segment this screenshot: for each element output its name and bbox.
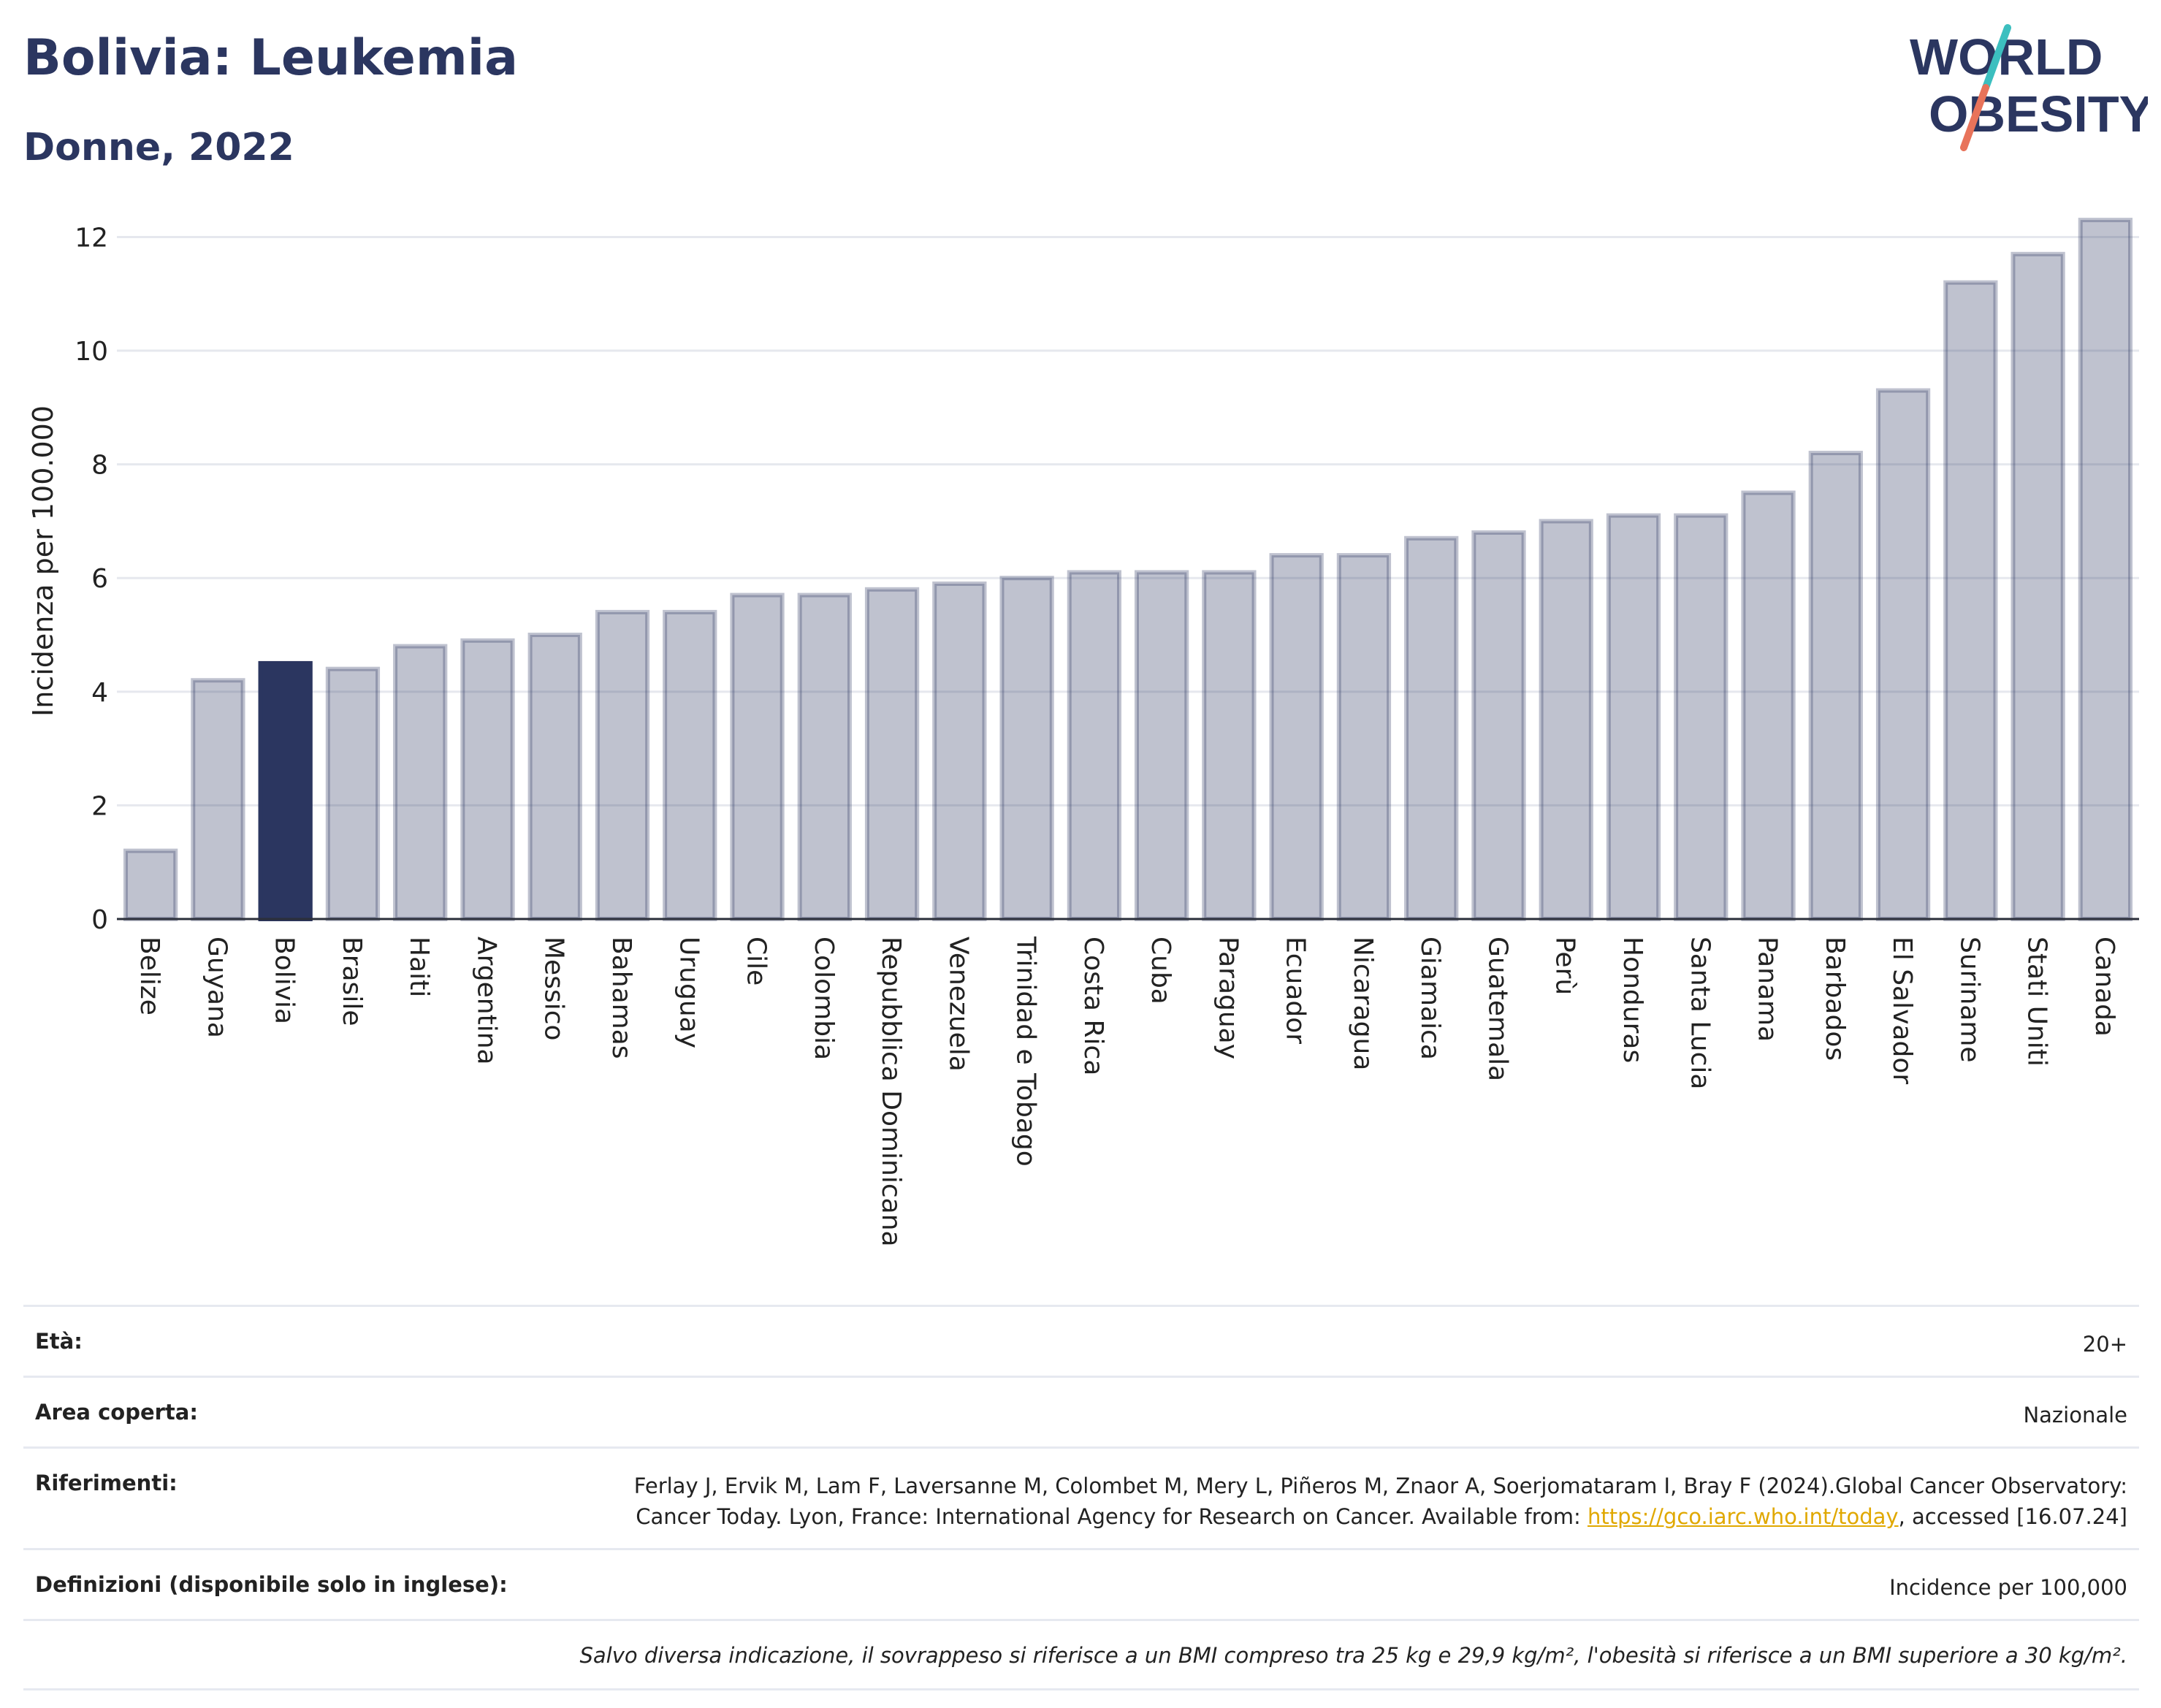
x-tick-label: Guyana bbox=[202, 937, 232, 1038]
x-tick-label: Venezuela bbox=[943, 937, 973, 1072]
y-axis-label: Incidenza per 100.000 bbox=[27, 405, 59, 717]
references-label: Riferimenti: bbox=[35, 1471, 178, 1496]
info-row-age: Età: 20+ bbox=[23, 1305, 2139, 1376]
bar-costa-rica bbox=[1067, 570, 1122, 921]
x-tick-label: Barbados bbox=[1820, 937, 1850, 1061]
x-tick-label: Haiti bbox=[404, 937, 434, 997]
y-tick-label: 6 bbox=[91, 564, 108, 594]
x-tick-label: Argentina bbox=[471, 937, 501, 1065]
bar-haiti bbox=[393, 644, 448, 922]
bar-bahamas bbox=[595, 609, 650, 921]
y-tick-label: 2 bbox=[91, 791, 108, 821]
info-row-definitions: Definizioni (disponibile solo in inglese… bbox=[23, 1548, 2139, 1619]
chart-subtitle: Donne, 2022 bbox=[23, 126, 294, 169]
x-tick-label: Canada bbox=[2089, 937, 2119, 1037]
x-tick-label: Panama bbox=[1753, 937, 1783, 1042]
bar-belize bbox=[123, 848, 178, 921]
x-tick-label: El Salvador bbox=[1887, 937, 1917, 1084]
logo-slash-coral bbox=[1960, 84, 1989, 151]
info-row-references: Riferimenti: Ferlay J, Ervik M, Lam F, L… bbox=[23, 1446, 2139, 1548]
bar-ecuador bbox=[1269, 553, 1324, 921]
x-tick-label: Honduras bbox=[1617, 937, 1647, 1063]
age-value: 20+ bbox=[2082, 1332, 2127, 1357]
bar-paraguay bbox=[1202, 570, 1257, 921]
definitions-value: Incidence per 100,000 bbox=[1889, 1575, 2127, 1601]
x-tick-label: Guatemala bbox=[1482, 937, 1512, 1081]
bar-per- bbox=[1539, 519, 1593, 921]
definitions-label: Definizioni (disponibile solo in inglese… bbox=[35, 1572, 508, 1598]
x-tick-label: Cile bbox=[742, 937, 771, 985]
x-tick-label: Repubblica Dominicana bbox=[876, 937, 906, 1247]
x-tick-label: Perù bbox=[1550, 937, 1580, 995]
info-row-area: Area coperta: Nazionale bbox=[23, 1376, 2139, 1446]
y-tick-label: 0 bbox=[91, 905, 108, 935]
bar-venezuela bbox=[932, 582, 987, 921]
x-tick-label: Belize bbox=[134, 937, 164, 1015]
bar-brasile bbox=[325, 666, 381, 922]
x-tick-label: Nicaragua bbox=[1348, 937, 1378, 1070]
references-value: Ferlay J, Ervik M, Lam F, Laversanne M, … bbox=[557, 1471, 2127, 1532]
x-tick-label: Costa Rica bbox=[1078, 937, 1108, 1075]
references-text: Ferlay J, Ervik M, Lam F, Laversanne M, … bbox=[633, 1473, 2127, 1530]
bar-argentina bbox=[460, 638, 515, 921]
x-tick-label: Santa Lucia bbox=[1685, 937, 1715, 1089]
world-obesity-logo: WORLD OBESITY bbox=[1910, 24, 2148, 151]
bar-honduras bbox=[1606, 513, 1661, 921]
references-link[interactable]: https://gco.iarc.who.int/today bbox=[1587, 1504, 1899, 1530]
bar-guyana bbox=[191, 678, 245, 921]
x-tick-label: Colombia bbox=[809, 937, 839, 1060]
bar-barbados bbox=[1808, 451, 1863, 921]
bar-canada bbox=[2078, 218, 2133, 921]
x-tick-label: Suriname bbox=[1954, 937, 1984, 1063]
bar-uruguay bbox=[663, 609, 717, 921]
bar-cuba bbox=[1134, 570, 1189, 921]
bmi-note: Salvo diversa indicazione, il sovrappeso… bbox=[23, 1619, 2139, 1691]
bar-trinidad-e-tobago bbox=[999, 576, 1054, 921]
bar-colombia bbox=[797, 592, 852, 922]
x-tick-label: Bolivia bbox=[270, 937, 300, 1024]
x-tick-label: Cuba bbox=[1146, 937, 1175, 1004]
bar-panama bbox=[1741, 490, 1796, 921]
x-tick-label: Uruguay bbox=[674, 937, 704, 1048]
bar-giamaica bbox=[1404, 535, 1459, 921]
chart-title: Bolivia: Leukemia bbox=[23, 29, 518, 87]
bar-stati-uniti bbox=[2011, 251, 2065, 921]
bar-guatemala bbox=[1471, 530, 1526, 921]
age-label: Età: bbox=[35, 1329, 83, 1354]
area-value: Nazionale bbox=[2023, 1403, 2127, 1428]
logo-slash-teal bbox=[1982, 24, 2011, 91]
x-tick-label: Messico bbox=[539, 937, 569, 1041]
x-tick-label: Stati Uniti bbox=[2022, 937, 2052, 1067]
bar-santa-lucia bbox=[1674, 513, 1729, 921]
y-tick-label: 10 bbox=[75, 337, 108, 367]
x-tick-label: Ecuador bbox=[1281, 937, 1311, 1044]
x-tick-label: Brasile bbox=[337, 937, 367, 1026]
x-tick-label: Paraguay bbox=[1213, 937, 1243, 1059]
y-tick-label: 12 bbox=[75, 223, 108, 253]
bar-cile bbox=[730, 592, 785, 922]
y-tick-label: 4 bbox=[91, 678, 108, 708]
bar-messico bbox=[527, 633, 582, 921]
area-label: Area coperta: bbox=[35, 1400, 198, 1425]
references-accessed: , accessed [16.07.24] bbox=[1898, 1504, 2127, 1530]
bar-el-salvador bbox=[1875, 388, 1931, 921]
bar-repubblica-dominicana bbox=[864, 587, 920, 921]
bar-chart: 0 2 4 6 8 10 12 Belize Guyana Bolivia Brasile Hait… bbox=[27, 218, 2139, 1247]
info-table: Età: 20+ Area coperta: Nazionale Riferim… bbox=[23, 1305, 2139, 1691]
x-tick-label: Giamaica bbox=[1415, 937, 1445, 1060]
x-tick-label: Bahamas bbox=[606, 937, 636, 1059]
x-tick-label: Trinidad e Tobago bbox=[1011, 936, 1041, 1167]
y-tick-label: 8 bbox=[91, 451, 108, 481]
bar-nicaragua bbox=[1336, 553, 1392, 921]
bar-bolivia bbox=[258, 660, 313, 921]
bar-suriname bbox=[1943, 280, 1998, 921]
